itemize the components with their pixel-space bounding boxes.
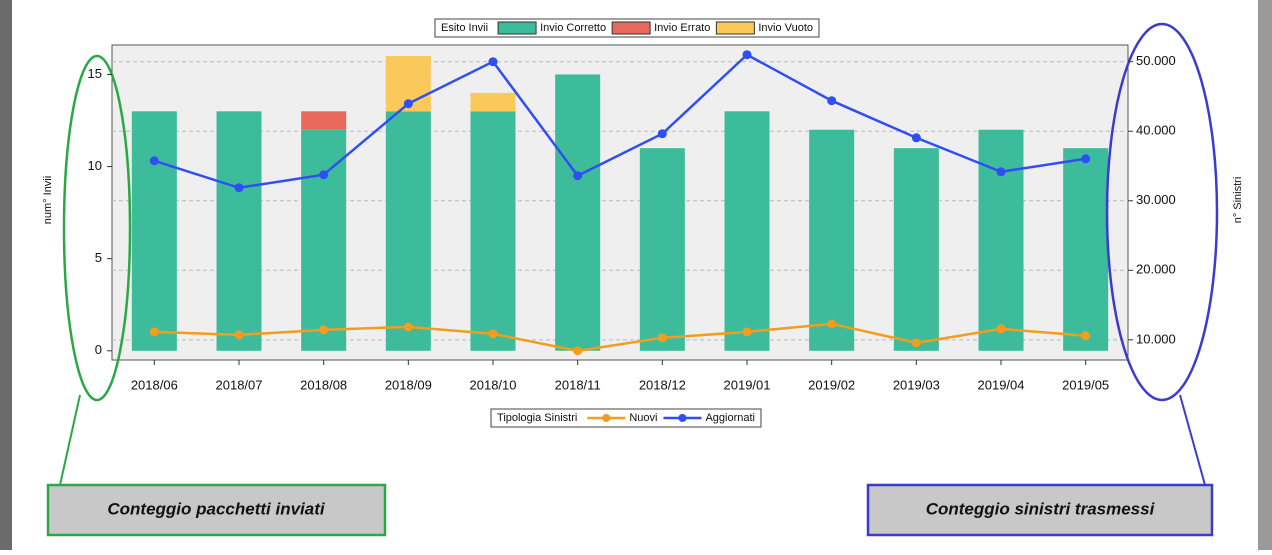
point [234, 183, 244, 193]
point [488, 329, 498, 339]
point [149, 156, 159, 166]
bar [385, 111, 431, 351]
point [149, 327, 159, 337]
point [403, 99, 413, 109]
x-tick-label: 2019/03 [893, 377, 940, 392]
point [996, 324, 1006, 334]
x-tick-label: 2018/08 [300, 377, 347, 392]
point [488, 57, 498, 67]
point [573, 171, 583, 181]
x-tick-label: 2018/06 [131, 377, 178, 392]
legend-swatch [602, 414, 611, 422]
legend-label: Nuovi [629, 412, 657, 424]
y2-tick-label: 10.000 [1136, 331, 1176, 346]
legend-swatch [497, 21, 537, 35]
bar [301, 129, 347, 351]
y2-tick-label: 30.000 [1136, 192, 1176, 207]
point [319, 170, 329, 180]
bar [893, 148, 939, 351]
y-tick-label: 0 [95, 342, 102, 357]
y2-axis-label: n° Sinistri [1232, 177, 1244, 224]
bar [216, 111, 262, 351]
highlight-ellipse [62, 54, 132, 402]
point [996, 167, 1006, 177]
y-tick-label: 10 [88, 158, 102, 173]
y2-tick-label: 40.000 [1136, 123, 1176, 138]
connector [1179, 394, 1206, 486]
legend-label: Aggiornati [705, 412, 755, 424]
x-tick-label: 2018/10 [470, 377, 517, 392]
legend-box [490, 408, 762, 428]
frame-left [0, 0, 12, 550]
bar [301, 111, 347, 130]
highlight-ellipse [1105, 22, 1219, 402]
legend-label: Invio Errato [654, 22, 710, 34]
x-tick-label: 2018/11 [555, 377, 601, 392]
x-tick-label: 2019/04 [978, 377, 1025, 392]
point [827, 319, 837, 329]
point [1081, 154, 1091, 164]
y2-tick-label: 20.000 [1136, 262, 1176, 277]
point [911, 338, 921, 348]
point [1081, 331, 1091, 341]
legend-title: Tipologia Sinistri [497, 412, 577, 424]
x-tick-label: 2019/05 [1062, 377, 1109, 392]
annotation-box [46, 483, 387, 537]
legend-title: Esito Invii [441, 22, 488, 34]
point [911, 133, 921, 143]
x-tick-label: 2018/09 [385, 377, 432, 392]
connector [59, 394, 81, 486]
line [153, 53, 1086, 190]
bar [639, 148, 685, 351]
plot-area [111, 44, 1129, 361]
y2-tick-label: 50.000 [1136, 53, 1176, 68]
point [573, 346, 583, 356]
point [403, 322, 413, 332]
bar [470, 92, 516, 112]
point [742, 50, 752, 60]
bar [1063, 148, 1109, 351]
annotation-box [866, 483, 1214, 537]
y-axis-label: num° Invii [42, 176, 54, 224]
legend: Tipologia Sinistri Nuovi Aggiornati [490, 408, 762, 428]
point [319, 325, 329, 335]
bar [724, 111, 770, 351]
bar [555, 74, 601, 351]
y-tick-label: 5 [95, 250, 102, 265]
point [657, 333, 667, 343]
annotation: Conteggio pacchetti inviati [107, 499, 326, 518]
point [742, 327, 752, 337]
legend-swatch [611, 21, 651, 35]
line [154, 322, 1086, 353]
point [657, 129, 667, 139]
legend: Esito Invii Invio Corretto Invio Errato Inv… [434, 18, 820, 38]
annotation: Conteggio sinistri trasmessi [926, 499, 1156, 518]
bar [470, 111, 516, 351]
x-tick-label: 2018/07 [216, 377, 263, 392]
frame-right [1258, 0, 1272, 550]
x-tick-label: 2019/01 [724, 377, 771, 392]
bar [978, 129, 1024, 351]
x-tick-label: 2019/02 [808, 377, 855, 392]
y-tick-label: 15 [88, 66, 102, 81]
bar [809, 129, 855, 351]
legend-swatch [678, 414, 687, 422]
legend-label: Invio Vuoto [758, 22, 813, 34]
point [234, 330, 244, 340]
legend-label: Invio Corretto [540, 22, 606, 34]
x-tick-label: 2018/12 [639, 377, 686, 392]
bar [131, 111, 177, 351]
point [827, 96, 837, 106]
legend-swatch [715, 21, 755, 35]
